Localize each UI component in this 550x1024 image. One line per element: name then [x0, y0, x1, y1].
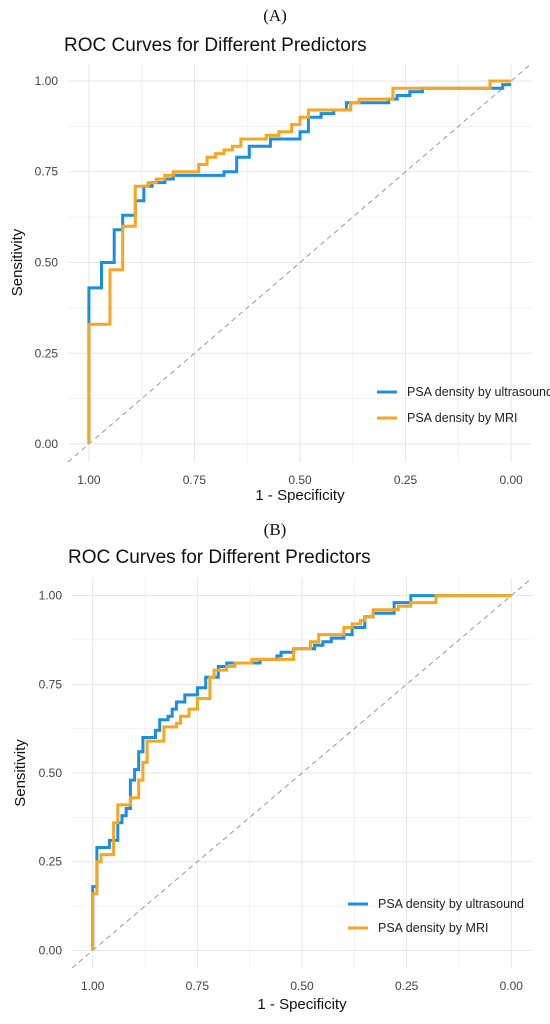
x-tick-label: 0.25 — [395, 979, 419, 993]
y-axis-title: Sensitivity — [9, 228, 26, 296]
y-tick-label: 0.00 — [39, 943, 63, 957]
x-tick-label: 0.00 — [500, 979, 524, 993]
y-tick-label: 0.50 — [39, 766, 63, 780]
chart-panel-a: (A) ROC Curves for Different Predictors 1.… — [9, 6, 550, 504]
x-tick-label: 0.25 — [394, 473, 418, 487]
y-tick-label: 0.25 — [35, 346, 59, 360]
y-tick-label: 0.75 — [39, 677, 63, 691]
reference-diagonal — [71, 577, 533, 969]
roc-curve-mri — [87, 79, 512, 444]
x-tick-label: 0.75 — [183, 473, 207, 487]
y-tick-label: 0.50 — [35, 256, 59, 270]
chart-title: ROC Curves for Different Predictors — [64, 35, 367, 56]
legend: PSA density by ultrasound PSA density by … — [348, 897, 524, 935]
legend-label: PSA density by MRI — [407, 411, 517, 425]
grid-lines — [68, 63, 532, 462]
x-tick-label: 0.50 — [288, 473, 312, 487]
chart-title: ROC Curves for Different Predictors — [68, 547, 371, 568]
y-tick-label: 1.00 — [35, 74, 59, 88]
y-tick-label: 0.75 — [35, 165, 59, 179]
x-axis-title: 1 - Specificity — [255, 487, 345, 504]
roc-curve-ultrasound — [87, 83, 512, 444]
x-tick-label: 1.00 — [77, 473, 101, 487]
y-tick-label: 0.25 — [39, 855, 63, 869]
roc-curve-mri — [91, 594, 512, 951]
y-tick-label: 1.00 — [39, 589, 63, 603]
panel-letter: (A) — [263, 6, 287, 25]
x-tick-label: 0.75 — [186, 979, 210, 993]
chart-panel-b: (B) ROC Curves for Different Predictors 1.… — [12, 520, 533, 1013]
legend-label: PSA density by ultrasound — [407, 385, 550, 399]
reference-diagonal — [67, 62, 533, 463]
panel-letter: (B) — [264, 520, 287, 539]
legend-label: PSA density by MRI — [378, 921, 488, 935]
y-tick-label: 0.00 — [35, 437, 59, 451]
grid-lines — [72, 578, 532, 968]
x-axis-title: 1 - Specificity — [257, 996, 347, 1013]
x-tick-label: 1.00 — [81, 979, 105, 993]
legend-label: PSA density by ultrasound — [378, 897, 524, 911]
legend: PSA density by ultrasound PSA density by … — [377, 385, 550, 425]
x-tick-label: 0.00 — [499, 473, 523, 487]
x-tick-label: 0.50 — [290, 979, 314, 993]
y-axis-title: Sensitivity — [12, 739, 29, 807]
